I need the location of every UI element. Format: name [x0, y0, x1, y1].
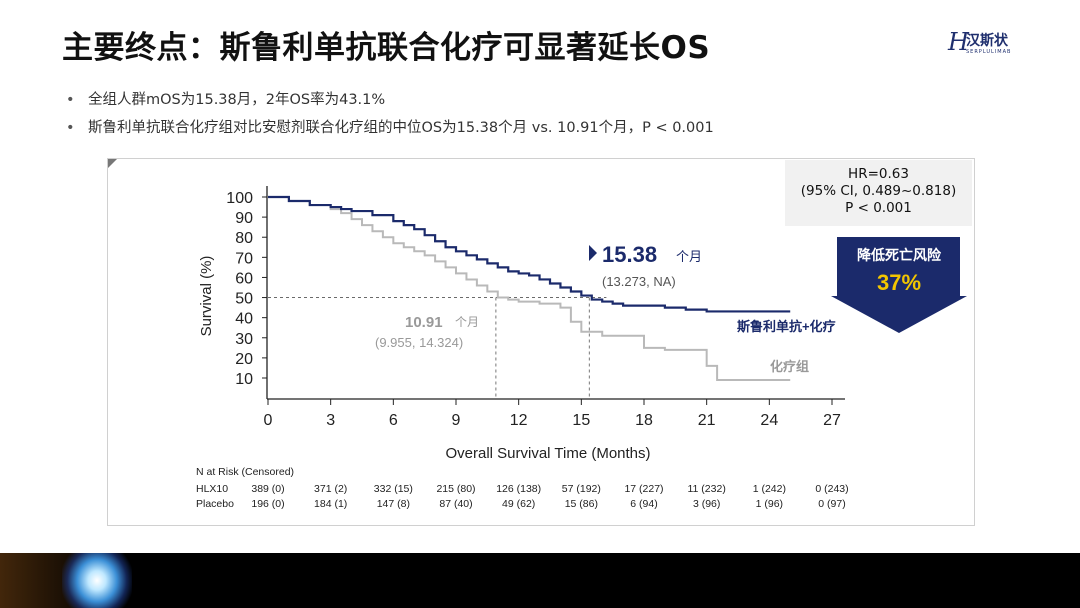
x-tick-label: 18	[635, 412, 653, 429]
risk-cell: 389 (0)	[251, 483, 284, 495]
median-reference-lines	[268, 297, 607, 399]
y-tick-label: 80	[235, 230, 253, 247]
logo-name: 汉斯状	[966, 33, 1008, 49]
bullet-item: 斯鲁利单抗联合化疗组对比安慰剂联合化疗组的中位OS为15.38个月 vs. 10…	[66, 118, 714, 146]
hlx10-survival-curve	[268, 195, 791, 313]
y-tick-label: 20	[235, 351, 253, 368]
x-tick-label: 3	[326, 412, 335, 429]
risk-table: N at Risk (Censored) HLX10 389 (0) 371 (2)…	[196, 466, 849, 510]
hr-p-value: P < 0.001	[845, 200, 912, 216]
placebo-survival-curve	[268, 196, 791, 382]
risk-cell: 15 (86)	[565, 498, 598, 510]
y-tick-label: 60	[235, 270, 253, 287]
legend-hlx10: 斯鲁利单抗+化疗	[737, 319, 836, 334]
bullet-list: 全组人群mOS为15.38月，2年OS率为43.1% 斯鲁利单抗联合化疗组对比安…	[66, 90, 714, 146]
hr-ci: (95% CI, 0.489~0.818)	[800, 183, 957, 199]
x-tick-label: 27	[823, 412, 841, 429]
risk-table-title: N at Risk (Censored)	[196, 466, 294, 478]
pbo-median-value: 10.91	[405, 314, 443, 331]
y-tick-label: 90	[235, 210, 253, 227]
legend-placebo: 化疗组	[770, 359, 809, 374]
y-tick-label: 40	[235, 311, 253, 328]
risk-cell: 57 (192)	[562, 483, 601, 495]
risk-cell: 332 (15)	[374, 483, 413, 495]
risk-cell: 1 (96)	[756, 498, 783, 510]
page-title: 主要终点：斯鲁利单抗联合化疗可显著延长OS	[62, 30, 711, 66]
hlx-median-value: 15.38	[602, 242, 657, 267]
arrow-shape	[831, 237, 967, 333]
x-tick-label: 6	[389, 412, 398, 429]
y-axis-ticks: 10 20 30 40 50 60 70 80 90 100	[226, 190, 267, 388]
hr-value: HR=0.63	[848, 166, 909, 182]
hlx-median-annotation: 15.38 个月 (13.273, NA)	[589, 242, 702, 289]
company-logo: H 汉斯状 SERPLULIMAB	[948, 26, 1040, 62]
risk-cell: 0 (243)	[815, 483, 848, 495]
risk-cell: 147 (8)	[377, 498, 410, 510]
risk-cell: 6 (94)	[630, 498, 657, 510]
arrow-label: 降低死亡风险	[857, 247, 942, 263]
risk-reduction-arrow: 降低死亡风险 37%	[831, 237, 967, 333]
risk-cell: 371 (2)	[314, 483, 347, 495]
hlx-median-unit: 个月	[676, 249, 702, 264]
y-tick-label: 30	[235, 331, 253, 348]
risk-cell: 87 (40)	[439, 498, 472, 510]
risk-cell: 49 (62)	[502, 498, 535, 510]
hazard-ratio-box: HR=0.63 (95% CI, 0.489~0.818) P < 0.001	[785, 160, 972, 226]
risk-cell: 3 (96)	[693, 498, 720, 510]
risk-row-label: HLX10	[196, 483, 228, 495]
risk-cell: 215 (80)	[436, 483, 475, 495]
logo-subtitle: SERPLULIMAB	[966, 49, 1012, 55]
hlx-median-pointer	[589, 245, 597, 261]
y-tick-label: 100	[226, 190, 253, 207]
pbo-median-ci: (9.955, 14.324)	[375, 335, 463, 350]
x-tick-label: 0	[264, 412, 273, 429]
x-axis-ticks: 0 3 6 9 12 15 18 21 24 27	[264, 399, 841, 429]
pbo-median-annotation: 10.91 个月 (9.955, 14.324)	[375, 314, 479, 350]
risk-cell: 196 (0)	[251, 498, 284, 510]
y-tick-label: 50	[235, 291, 253, 308]
survival-curves	[268, 195, 791, 382]
y-axis-label: Survival (%)	[198, 256, 215, 337]
x-tick-label: 24	[760, 412, 778, 429]
corner-marker	[108, 159, 117, 168]
x-tick-label: 21	[698, 412, 716, 429]
pbo-median-unit: 个月	[455, 315, 479, 329]
hlx-median-ci: (13.273, NA)	[602, 274, 676, 289]
x-tick-label: 15	[572, 412, 590, 429]
risk-row-label: Placebo	[196, 498, 234, 510]
x-tick-label: 12	[510, 412, 528, 429]
risk-cell: 11 (232)	[687, 483, 725, 495]
logo-mark: H	[948, 28, 969, 56]
y-tick-label: 10	[235, 371, 253, 388]
y-tick-label: 70	[235, 250, 253, 267]
risk-cell: 17 (227)	[624, 483, 663, 495]
risk-cell: 184 (1)	[314, 498, 347, 510]
risk-cell: 1 (242)	[753, 483, 786, 495]
risk-cell: 126 (138)	[496, 483, 541, 495]
risk-cell: 0 (97)	[818, 498, 845, 510]
banner-light-flare	[62, 553, 132, 608]
arrow-value: 37%	[877, 270, 921, 295]
x-axis-label: Overall Survival Time (Months)	[445, 445, 650, 462]
footer-banner	[0, 553, 1080, 608]
x-tick-label: 9	[452, 412, 461, 429]
bullet-item: 全组人群mOS为15.38月，2年OS率为43.1%	[66, 90, 714, 118]
